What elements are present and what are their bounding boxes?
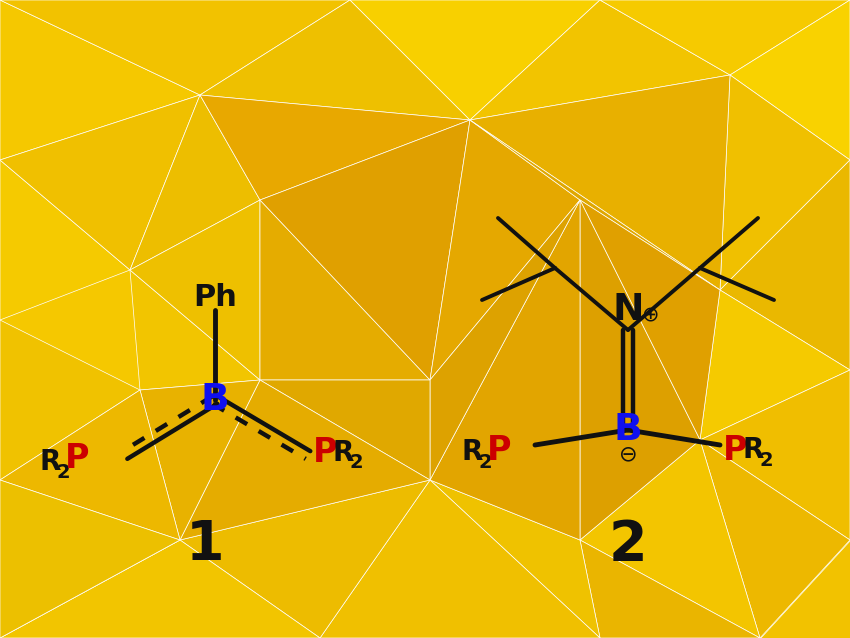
Polygon shape: [0, 95, 200, 270]
Polygon shape: [350, 0, 600, 120]
Polygon shape: [200, 0, 470, 120]
Text: ⊖: ⊖: [619, 444, 638, 464]
Text: 2: 2: [609, 518, 648, 572]
Polygon shape: [760, 540, 850, 638]
Polygon shape: [130, 200, 260, 380]
Polygon shape: [260, 380, 430, 480]
Polygon shape: [720, 75, 850, 290]
Polygon shape: [0, 0, 350, 95]
Polygon shape: [430, 200, 580, 540]
Polygon shape: [720, 160, 850, 370]
Text: P: P: [487, 433, 512, 466]
Text: 2: 2: [57, 463, 71, 482]
Text: 1: 1: [185, 518, 224, 572]
Polygon shape: [470, 120, 720, 290]
Text: N: N: [612, 292, 643, 328]
Polygon shape: [580, 200, 700, 540]
Text: R: R: [40, 448, 61, 476]
Polygon shape: [0, 480, 180, 638]
Text: 2: 2: [350, 452, 364, 471]
Polygon shape: [180, 480, 430, 638]
Text: P: P: [65, 441, 89, 475]
Text: Ph: Ph: [193, 283, 237, 312]
Polygon shape: [580, 440, 760, 638]
Polygon shape: [130, 95, 260, 270]
Text: R: R: [743, 436, 764, 464]
Polygon shape: [430, 480, 600, 638]
Polygon shape: [430, 200, 580, 480]
Text: P: P: [723, 433, 747, 466]
Polygon shape: [580, 540, 760, 638]
Text: P: P: [313, 436, 337, 470]
Polygon shape: [700, 440, 850, 638]
Polygon shape: [0, 390, 180, 540]
Text: 2: 2: [760, 450, 774, 470]
Polygon shape: [0, 0, 200, 160]
Polygon shape: [130, 270, 260, 390]
Polygon shape: [700, 370, 850, 540]
Text: R: R: [333, 439, 354, 467]
Polygon shape: [0, 160, 130, 320]
Polygon shape: [0, 480, 180, 638]
Text: R: R: [462, 438, 484, 466]
Text: ⊕: ⊕: [641, 304, 659, 324]
Text: B: B: [614, 412, 643, 448]
Polygon shape: [730, 0, 850, 160]
Polygon shape: [260, 120, 470, 380]
Polygon shape: [320, 480, 600, 638]
Polygon shape: [470, 75, 730, 290]
Polygon shape: [200, 95, 470, 200]
Polygon shape: [600, 0, 850, 75]
Polygon shape: [180, 380, 430, 540]
Polygon shape: [0, 320, 140, 480]
Polygon shape: [140, 380, 260, 540]
Polygon shape: [580, 200, 720, 440]
Text: 2: 2: [479, 452, 493, 471]
Polygon shape: [430, 120, 580, 380]
Polygon shape: [0, 540, 320, 638]
Polygon shape: [260, 200, 430, 380]
Text: B: B: [201, 382, 230, 418]
Polygon shape: [700, 290, 850, 440]
Polygon shape: [470, 0, 730, 120]
